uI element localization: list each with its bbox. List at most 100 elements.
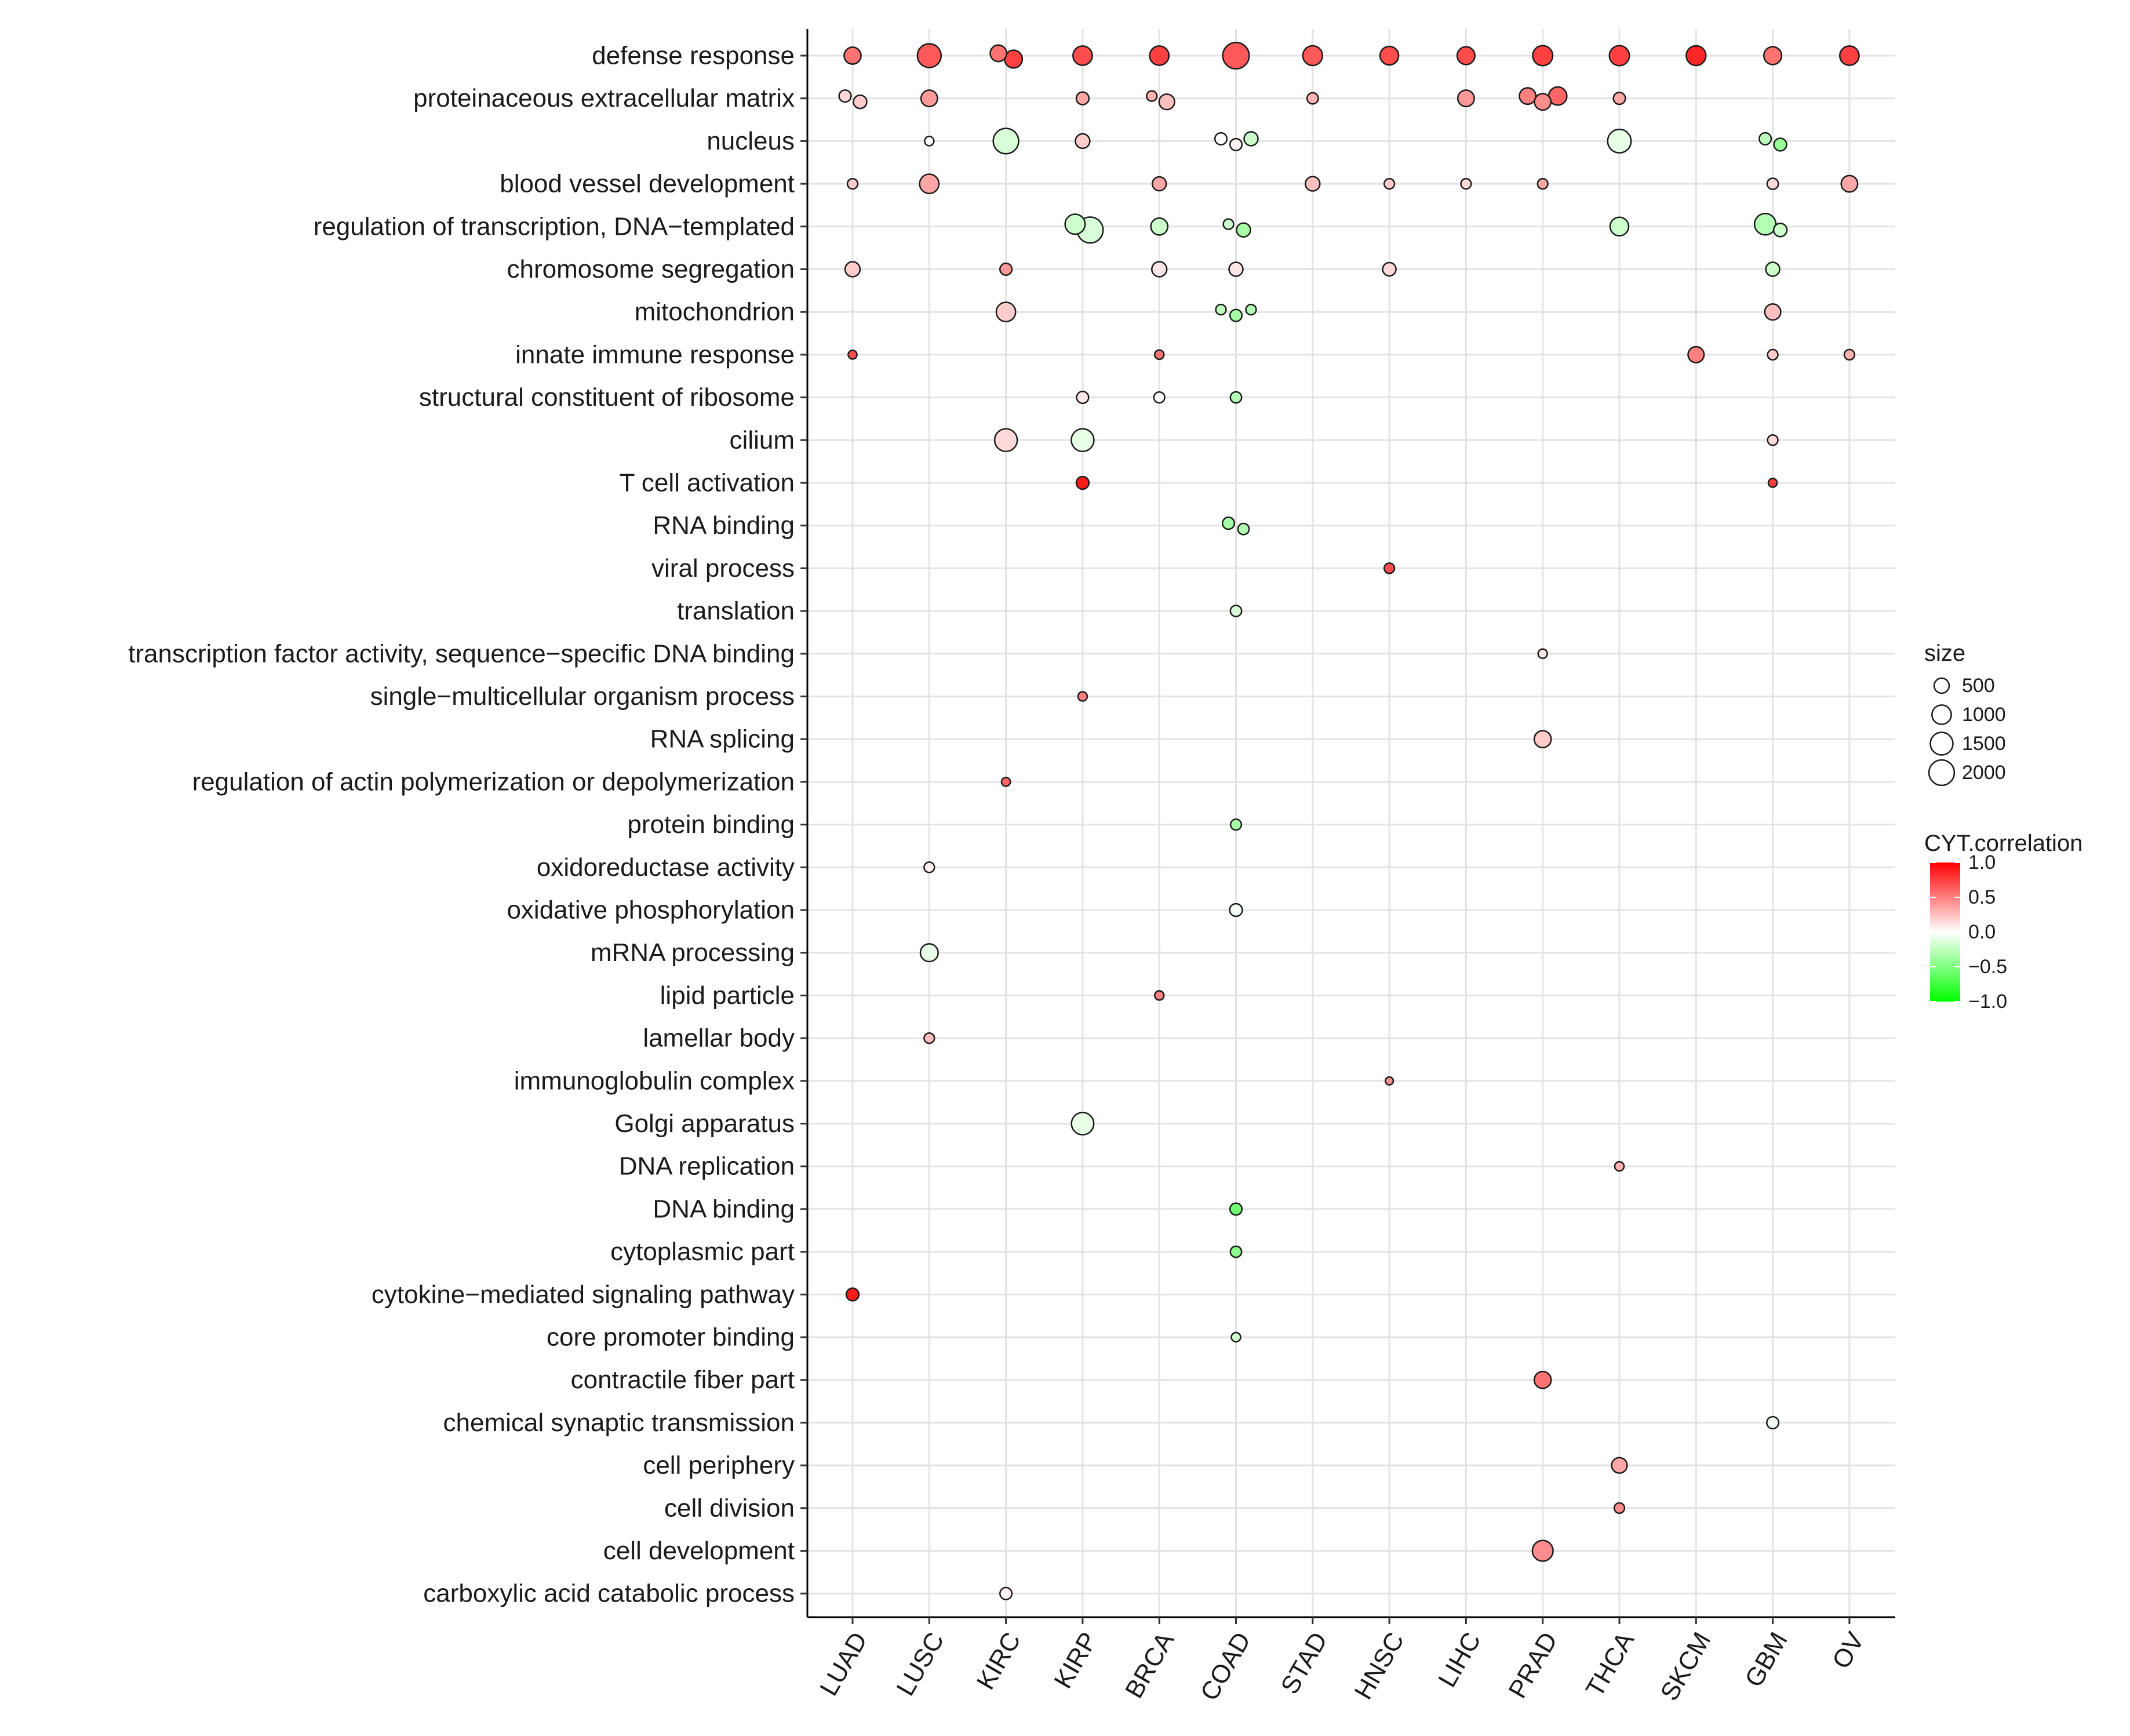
- point-coad-translation: [1229, 605, 1243, 618]
- point-ov-blood-vessel-development: [1840, 174, 1859, 193]
- point-prad-cell-development: [1531, 1540, 1554, 1562]
- y-tick-label-core-promoter-binding: core promoter binding: [547, 1323, 795, 1352]
- point-gbm-chemical-synaptic-transmission: [1766, 1415, 1780, 1429]
- point-kirp-single-multicellular-organism-process: [1077, 691, 1088, 702]
- y-tick-label-regulation-of-transcription-dna-templated: regulation of transcription, DNA−templat…: [314, 212, 795, 241]
- y-tick-label-lamellar-body: lamellar body: [643, 1024, 795, 1053]
- y-tick-label-immunoglobulin-complex: immunoglobulin complex: [514, 1067, 795, 1095]
- point-coad-nucleus: [1229, 137, 1243, 151]
- size-legend-label: 2000: [1962, 762, 2006, 784]
- point-gbm-t-cell-activation: [1767, 478, 1778, 488]
- point-luad-blood-vessel-development: [846, 177, 859, 190]
- point-ov-innate-immune-response: [1843, 348, 1856, 361]
- y-tick-label-t-cell-activation: T cell activation: [620, 469, 795, 497]
- point-luad-chromosome-segregation: [844, 261, 861, 278]
- size-legend-label: 1000: [1962, 704, 2006, 726]
- point-kirc-carboxylic-acid-catabolic-process: [999, 1586, 1013, 1600]
- point-prad-contractile-fiber-part: [1533, 1370, 1552, 1389]
- point-skcm-innate-immune-response: [1687, 345, 1705, 363]
- y-tick-label-proteinaceous-extracellular-matrix: proteinaceous extracellular matrix: [413, 84, 795, 112]
- point-coad-core-promoter-binding: [1230, 1331, 1241, 1343]
- point-kirp-t-cell-activation: [1075, 475, 1090, 490]
- y-tick-label-cell-development: cell development: [603, 1537, 795, 1565]
- point-lusc-blood-vessel-development: [919, 173, 940, 194]
- point-lusc-lamellar-body: [923, 1032, 935, 1044]
- y-tick-label-blood-vessel-development: blood vessel development: [500, 170, 795, 198]
- point-coad-dna-binding: [1229, 1202, 1243, 1216]
- point-kirc-cilium: [993, 428, 1018, 453]
- point-coad-mitochondrion: [1245, 304, 1257, 316]
- y-tick-label-cytoplasmic-part: cytoplasmic part: [610, 1238, 795, 1266]
- point-kirp-defense-response: [1072, 45, 1093, 66]
- y-tick-label-carboxylic-acid-catabolic-process: carboxylic acid catabolic process: [423, 1579, 795, 1608]
- point-gbm-innate-immune-response: [1767, 348, 1779, 361]
- point-lusc-proteinaceous-extracellular-matrix: [920, 89, 938, 108]
- y-tick-label-protein-binding: protein binding: [627, 810, 795, 839]
- point-coad-nucleus: [1243, 131, 1259, 147]
- point-hnsc-blood-vessel-development: [1383, 177, 1396, 190]
- gridlines: [807, 29, 1895, 1617]
- point-gbm-nucleus: [1758, 132, 1772, 145]
- point-luad-cytokine-mediated-signaling-pathway: [845, 1287, 860, 1302]
- point-brca-proteinaceous-extracellular-matrix: [1158, 93, 1175, 111]
- colorbar-label: 1.0: [1968, 851, 1996, 874]
- point-coad-regulation-of-transcription-dna-templated: [1236, 222, 1251, 238]
- point-coad-regulation-of-transcription-dna-templated: [1222, 218, 1235, 230]
- point-kirc-regulation-of-actin-polymerization-or-depolymerization: [1000, 777, 1011, 787]
- point-coad-mitochondrion: [1215, 304, 1227, 316]
- point-kirp-golgi-apparatus: [1071, 1112, 1095, 1136]
- colorbar-label: 0.0: [1968, 921, 1996, 943]
- point-brca-innate-immune-response: [1153, 349, 1165, 361]
- y-tick-label-structural-constituent-of-ribosome: structural constituent of ribosome: [419, 383, 795, 412]
- point-prad-proteinaceous-extracellular-matrix: [1519, 87, 1537, 105]
- size-legend-label: 1500: [1962, 733, 2006, 755]
- point-brca-regulation-of-transcription-dna-templated: [1150, 217, 1169, 236]
- point-stad-blood-vessel-development: [1305, 176, 1321, 192]
- y-tick-label-cilium: cilium: [730, 426, 795, 454]
- point-luad-defense-response: [843, 46, 862, 65]
- y-tick-label-lipid-particle: lipid particle: [660, 981, 795, 1010]
- size-legend-label: 500: [1962, 675, 1995, 697]
- y-tick-label-cytokine-mediated-signaling-pathway: cytokine−mediated signaling pathway: [372, 1280, 795, 1309]
- point-coad-rna-binding: [1221, 516, 1236, 530]
- y-tick-label-innate-immune-response: innate immune response: [515, 340, 795, 369]
- point-lusc-defense-response: [916, 43, 942, 68]
- point-gbm-blood-vessel-development: [1766, 177, 1779, 191]
- point-thca-regulation-of-transcription-dna-templated: [1609, 216, 1630, 237]
- y-tick-label-chromosome-segregation: chromosome segregation: [507, 255, 795, 283]
- y-tick-label-dna-binding: DNA binding: [653, 1195, 795, 1223]
- point-stad-defense-response: [1302, 45, 1324, 67]
- point-coad-cytoplasmic-part: [1229, 1245, 1243, 1258]
- point-gbm-cilium: [1767, 434, 1779, 446]
- y-tick-label-rna-binding: RNA binding: [653, 511, 795, 540]
- point-lihc-blood-vessel-development: [1460, 177, 1472, 190]
- point-lihc-defense-response: [1456, 46, 1476, 65]
- point-coad-mitochondrion: [1229, 308, 1243, 322]
- point-thca-defense-response: [1608, 45, 1630, 67]
- point-prad-transcription-factor-activity-sequence-specific-dna-binding: [1537, 648, 1548, 660]
- point-kirp-structural-constituent-of-ribosome: [1076, 391, 1090, 405]
- y-tick-label-cell-periphery: cell periphery: [643, 1451, 795, 1480]
- size-legend: size 500 1000 1500 2000: [1924, 640, 2006, 787]
- y-tick-label-oxidative-phosphorylation: oxidative phosphorylation: [507, 896, 795, 925]
- size-legend-key: [1929, 731, 1954, 756]
- size-legend-key: [1931, 704, 1952, 725]
- point-prad-blood-vessel-development: [1536, 177, 1549, 190]
- point-brca-blood-vessel-development: [1151, 176, 1167, 192]
- point-prad-rna-splicing: [1533, 730, 1552, 749]
- point-coad-structural-constituent-of-ribosome: [1229, 391, 1243, 404]
- point-hnsc-viral-process: [1383, 562, 1396, 574]
- y-tick-label-mrna-processing: mRNA processing: [591, 938, 795, 967]
- point-brca-lipid-particle: [1153, 990, 1165, 1001]
- y-tick-label-rna-splicing: RNA splicing: [650, 725, 795, 754]
- point-kirc-defense-response: [989, 44, 1008, 63]
- point-kirc-chromosome-segregation: [999, 262, 1013, 276]
- point-kirc-nucleus: [992, 128, 1020, 155]
- point-thca-cell-division: [1613, 1502, 1626, 1514]
- size-legend-key: [1933, 677, 1950, 694]
- y-tick-label-single-multicellular-organism-process: single−multicellular organism process: [370, 682, 795, 711]
- point-thca-dna-replication: [1614, 1160, 1625, 1172]
- point-hnsc-immunoglobulin-complex: [1385, 1076, 1394, 1086]
- y-tick-label-transcription-factor-activity-sequence-specific-dna-binding: transcription factor activity, sequence−…: [128, 639, 795, 668]
